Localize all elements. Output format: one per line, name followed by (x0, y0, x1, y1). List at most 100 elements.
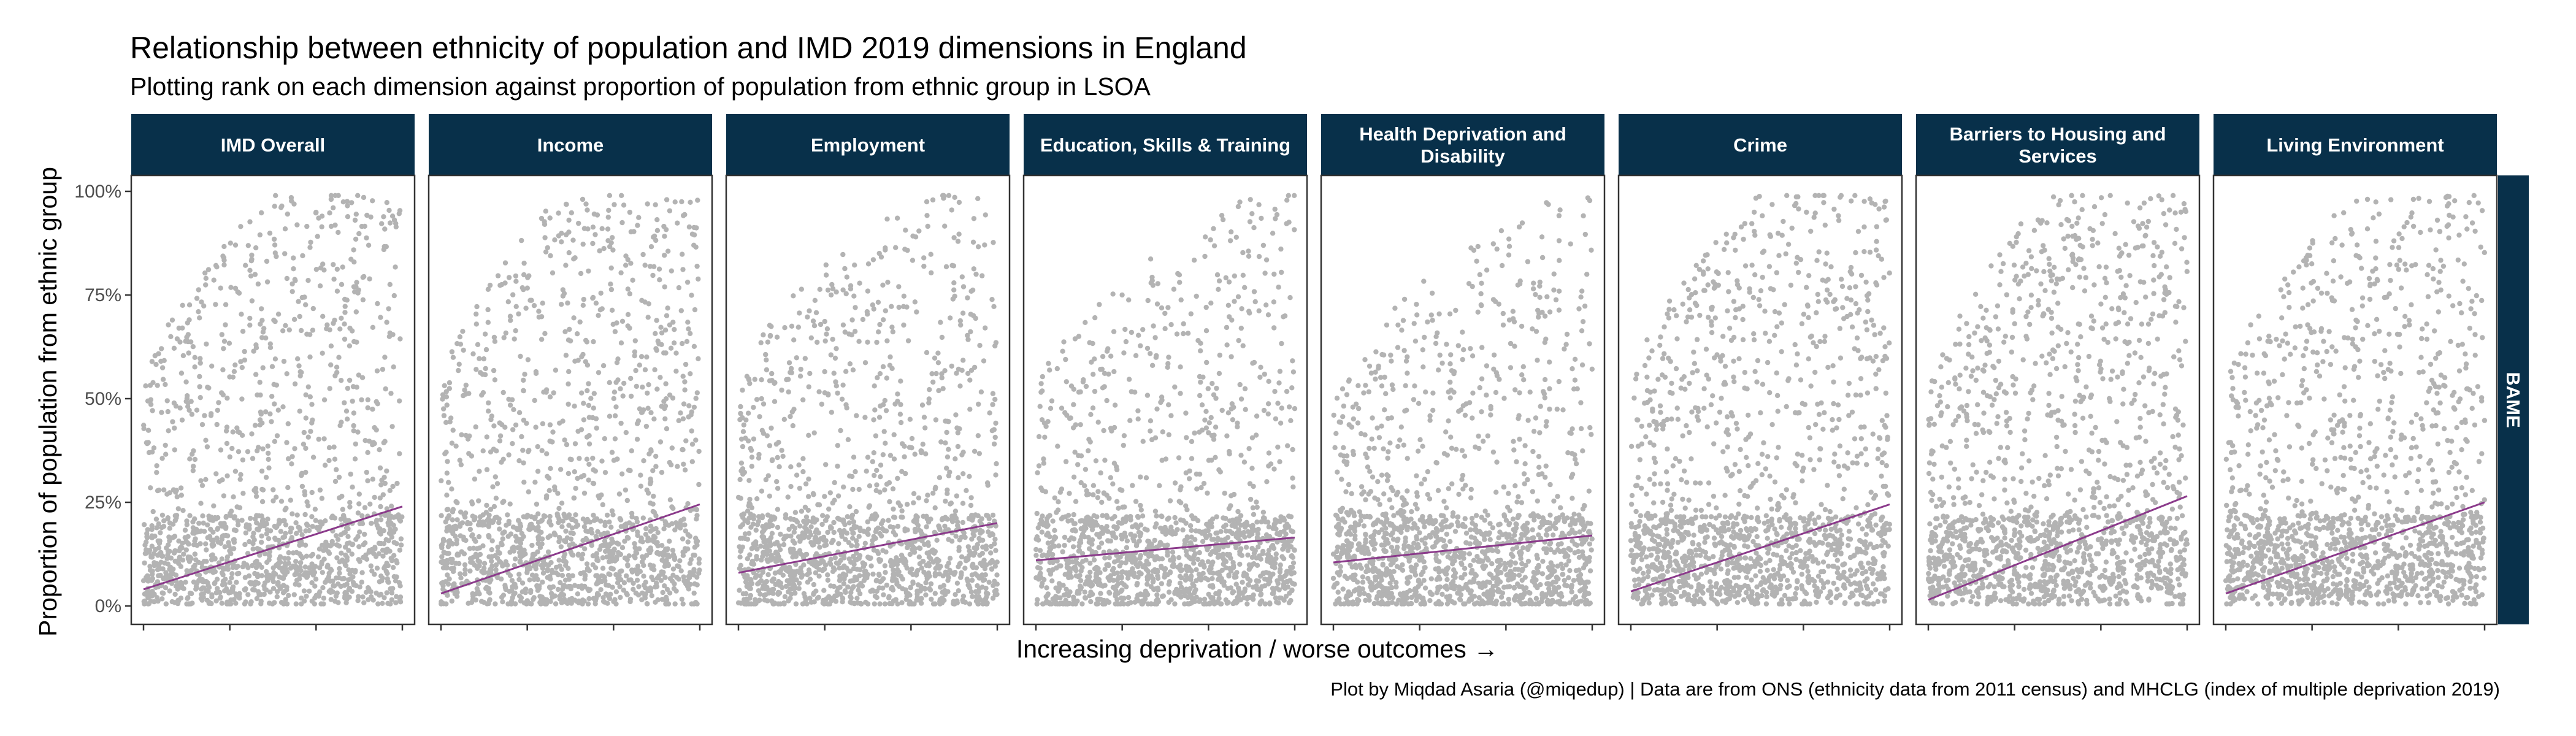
scatter-point (681, 516, 687, 522)
scatter-point (649, 593, 655, 599)
scatter-point (489, 538, 495, 543)
scatter-point (196, 309, 201, 315)
scatter-point (786, 598, 792, 604)
scatter-point (266, 536, 272, 542)
scatter-point (506, 396, 512, 402)
scatter-point (456, 561, 462, 567)
scatter-point (388, 520, 394, 526)
scatter-point (289, 454, 295, 459)
scatter-point (646, 547, 651, 553)
scatter-point (185, 596, 190, 601)
scatter-point (578, 570, 583, 577)
scatter-point (865, 288, 871, 294)
scatter-point (309, 420, 315, 426)
scatter-point (339, 550, 344, 556)
scatter-point (336, 474, 342, 480)
scatter-point (591, 405, 596, 411)
scatter-point (738, 460, 745, 466)
scatter-point (213, 302, 218, 307)
scatter-point (799, 508, 805, 514)
scatter-point (447, 380, 453, 386)
scatter-point (297, 525, 302, 531)
scatter-point (320, 350, 325, 356)
scatter-point (360, 297, 366, 302)
scatter-point (880, 282, 886, 288)
scatter-point (929, 270, 934, 275)
scatter-point (772, 515, 778, 521)
scatter-point (591, 467, 596, 473)
scatter-point (203, 541, 209, 546)
scatter-point (895, 601, 900, 607)
scatter-point (737, 544, 742, 550)
scatter-point (651, 233, 657, 239)
scatter-point (239, 312, 244, 317)
scatter-point (841, 581, 847, 586)
scatter-point (347, 504, 353, 510)
scatter-point (309, 514, 315, 519)
scatter-point (229, 445, 235, 451)
scatter-point (573, 486, 578, 491)
scatter-point (387, 282, 393, 287)
scatter-point (389, 504, 394, 509)
scatter-point (307, 394, 313, 400)
scatter-point (860, 316, 866, 323)
scatter-point (394, 480, 400, 486)
scatter-point (232, 285, 239, 291)
scatter-point (369, 568, 375, 573)
scatter-point (153, 362, 159, 367)
scatter-point (634, 383, 640, 389)
scatter-point (819, 521, 825, 527)
scatter-point (848, 559, 854, 565)
scatter-point (952, 194, 957, 200)
scatter-point (791, 407, 797, 412)
scatter-point (296, 363, 302, 369)
scatter-point (360, 594, 366, 600)
scatter-point (678, 308, 684, 313)
scatter-point (808, 524, 814, 530)
scatter-point (535, 511, 541, 516)
scatter-point (910, 572, 916, 577)
scatter-point (467, 521, 473, 526)
scatter-point (513, 273, 519, 279)
scatter-point (970, 517, 975, 523)
scatter-point (656, 551, 662, 557)
scatter-point (474, 304, 480, 310)
scatter-point (628, 229, 634, 235)
scatter-point (895, 523, 901, 529)
scatter-point (757, 597, 762, 603)
scatter-point (938, 585, 943, 590)
scatter-point (796, 586, 802, 591)
scatter-point (235, 518, 240, 524)
scatter-point (1202, 253, 1208, 259)
scatter-point (391, 574, 397, 580)
scatter-point (462, 387, 467, 393)
scatter-point (293, 581, 298, 587)
scatter-point (271, 236, 277, 242)
scatter-point (816, 530, 821, 535)
scatter-point (449, 349, 455, 355)
scatter-point (248, 273, 254, 279)
scatter-point (547, 513, 553, 519)
scatter-point (277, 574, 282, 580)
scatter-point (632, 338, 638, 343)
scatter-point (1263, 257, 1270, 263)
scatter-point (303, 392, 309, 397)
scatter-point (967, 473, 972, 479)
scatter-point (902, 526, 908, 532)
scatter-point (751, 436, 757, 442)
scatter-point (228, 510, 233, 516)
scatter-point (299, 483, 305, 489)
scatter-point (586, 477, 591, 483)
scatter-point (595, 558, 601, 564)
scatter-point (605, 214, 611, 220)
scatter-point (282, 589, 288, 594)
scatter-point (187, 554, 193, 560)
scatter-point (351, 410, 357, 416)
scatter-point (161, 358, 167, 363)
scatter-point (833, 379, 838, 385)
scatter-point (203, 477, 209, 482)
scatter-point (896, 304, 902, 310)
scatter-point (304, 553, 310, 559)
scatter-point (500, 389, 506, 396)
scatter-point (384, 468, 389, 474)
